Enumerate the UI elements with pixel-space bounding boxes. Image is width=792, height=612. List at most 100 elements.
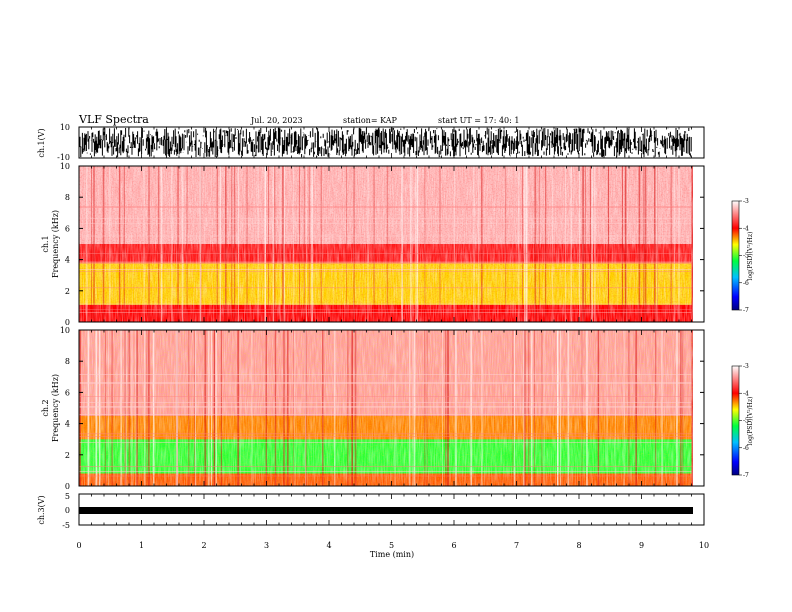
ytick-label: 2 bbox=[65, 451, 70, 460]
colorbar-tick-label: -7 bbox=[743, 307, 749, 314]
spectrogram-streak bbox=[208, 330, 210, 486]
spectrogram-streak bbox=[586, 330, 587, 486]
spectrogram-streak bbox=[215, 330, 217, 486]
start-time-label: start UT = 17: 40: 1 bbox=[438, 116, 520, 125]
colorbar-tick-label: -5 bbox=[743, 418, 749, 425]
spectrogram-streak bbox=[283, 166, 285, 322]
spectrogram-streak bbox=[181, 166, 184, 322]
ch3-waveform-panel: ch.3(V) 5 0 -5 bbox=[37, 492, 705, 530]
spectrogram-streak bbox=[171, 166, 173, 322]
xtick-label: 7 bbox=[514, 541, 519, 550]
ytick-label: 8 bbox=[65, 357, 70, 366]
spectrogram-streak bbox=[102, 166, 105, 322]
spectrogram-streak bbox=[354, 330, 357, 486]
time-axis-label: Time (min) bbox=[370, 550, 414, 559]
ytick-label: 4 bbox=[65, 256, 70, 265]
ch2-ylabel-frequency: Frequency (kHz) bbox=[51, 374, 60, 442]
ch2-spectrogram-panel: 0 2 4 6 8 10 ch.2 Frequency (kHz) bbox=[41, 326, 705, 491]
ytick-label: 4 bbox=[65, 420, 70, 429]
spectrogram-streak bbox=[283, 330, 285, 486]
spectrogram-streak bbox=[439, 166, 441, 322]
spectrogram-streak bbox=[424, 330, 426, 486]
spectrogram-streak bbox=[523, 330, 525, 486]
station-label: station= KAP bbox=[343, 116, 397, 125]
spectrogram-streak bbox=[581, 330, 583, 486]
spectrogram-streak bbox=[607, 166, 609, 322]
spectrogram-streak bbox=[614, 330, 616, 486]
spectrogram-streak bbox=[481, 330, 483, 486]
colorbar-tick-label: -3 bbox=[743, 363, 749, 370]
spectrogram-streak bbox=[373, 166, 375, 322]
xtick-label: 5 bbox=[389, 541, 394, 550]
spectrogram-streak bbox=[308, 166, 310, 322]
colorbar-tick-label: -6 bbox=[743, 280, 749, 287]
xtick-label: 2 bbox=[201, 541, 206, 550]
ch1-ylabel-channel: ch.1 bbox=[41, 235, 50, 252]
spectrogram-streak bbox=[560, 330, 562, 486]
spectrogram-streak bbox=[347, 330, 349, 486]
spectrogram-streak bbox=[567, 330, 570, 486]
spectrogram-streak bbox=[589, 166, 592, 322]
spectrogram-streak bbox=[582, 166, 584, 322]
spectrogram-streak bbox=[454, 166, 455, 322]
spectrogram-streak bbox=[176, 330, 178, 486]
spectrogram-streak bbox=[624, 166, 627, 322]
spectrogram-streak bbox=[177, 166, 179, 322]
spectrogram-streak bbox=[220, 330, 222, 486]
ch1-colorbar-label: log(PSD)(V²/Hz) bbox=[747, 232, 754, 281]
spectrogram-streak bbox=[534, 330, 535, 486]
spectrogram-streak bbox=[670, 166, 673, 322]
ytick-label: 10 bbox=[60, 326, 70, 335]
spectrogram-streak bbox=[473, 166, 475, 322]
spectrogram-streak bbox=[673, 166, 676, 322]
spectrogram-streak bbox=[123, 166, 125, 322]
ytick-label: 8 bbox=[65, 193, 70, 202]
spectrogram-streak bbox=[294, 330, 296, 486]
spectrogram-streak bbox=[594, 166, 596, 322]
spectrogram-streak bbox=[545, 166, 547, 322]
ch3-ytick-bottom: -5 bbox=[62, 521, 70, 530]
spectrogram-streak bbox=[413, 330, 416, 486]
spectrogram-streak bbox=[591, 166, 593, 322]
spectrogram-streak bbox=[621, 166, 623, 322]
spectrogram-streak bbox=[175, 330, 178, 486]
colorbar-tick-label: -4 bbox=[743, 225, 749, 232]
spectrogram-streak bbox=[274, 166, 276, 322]
spectrogram-streak bbox=[251, 330, 253, 486]
spectrogram-streak bbox=[522, 166, 523, 322]
spectrogram-streak bbox=[470, 330, 473, 486]
spectrogram-streak bbox=[299, 166, 300, 322]
spectrogram-streak bbox=[517, 166, 520, 322]
spectrogram-streak bbox=[186, 166, 188, 322]
spectrogram-streak bbox=[240, 330, 242, 486]
spectrogram-streak bbox=[587, 330, 588, 486]
spectrogram-streak bbox=[524, 166, 526, 322]
spectrogram-streak bbox=[158, 166, 160, 322]
ch1-ytick-top: 10 bbox=[60, 123, 70, 132]
spectrogram-streak bbox=[104, 330, 106, 486]
spectrogram-streak bbox=[199, 166, 201, 322]
ch2-colorbar-ticks: -3 -4 -5 -6 -7 bbox=[739, 363, 749, 479]
spectrogram-streak bbox=[237, 330, 239, 486]
spectrogram-streak bbox=[148, 166, 150, 322]
spectrogram-streak bbox=[257, 166, 259, 322]
ytick-label: 0 bbox=[65, 482, 70, 491]
spectrogram-streak bbox=[557, 330, 559, 486]
spectrogram-streak bbox=[146, 330, 148, 486]
spectrogram-streak bbox=[351, 330, 353, 486]
spectrogram-streak bbox=[213, 330, 215, 486]
spectrogram-streak bbox=[176, 330, 178, 486]
xtick-label: 9 bbox=[639, 541, 644, 550]
spectrogram-streak bbox=[680, 330, 682, 486]
spectrogram-streak bbox=[606, 330, 608, 486]
spectrogram-streak bbox=[225, 166, 227, 322]
spectrogram-streak bbox=[293, 330, 294, 486]
spectrogram-streak bbox=[661, 330, 663, 486]
spectrogram-streak bbox=[79, 330, 81, 486]
spectrogram-streak bbox=[565, 166, 567, 322]
spectrogram-streak bbox=[143, 166, 145, 322]
spectrogram-streak bbox=[87, 330, 90, 486]
spectrogram-streak bbox=[445, 330, 447, 486]
spectrogram-streak bbox=[415, 166, 417, 322]
colorbar-tick-label: -7 bbox=[743, 472, 749, 479]
